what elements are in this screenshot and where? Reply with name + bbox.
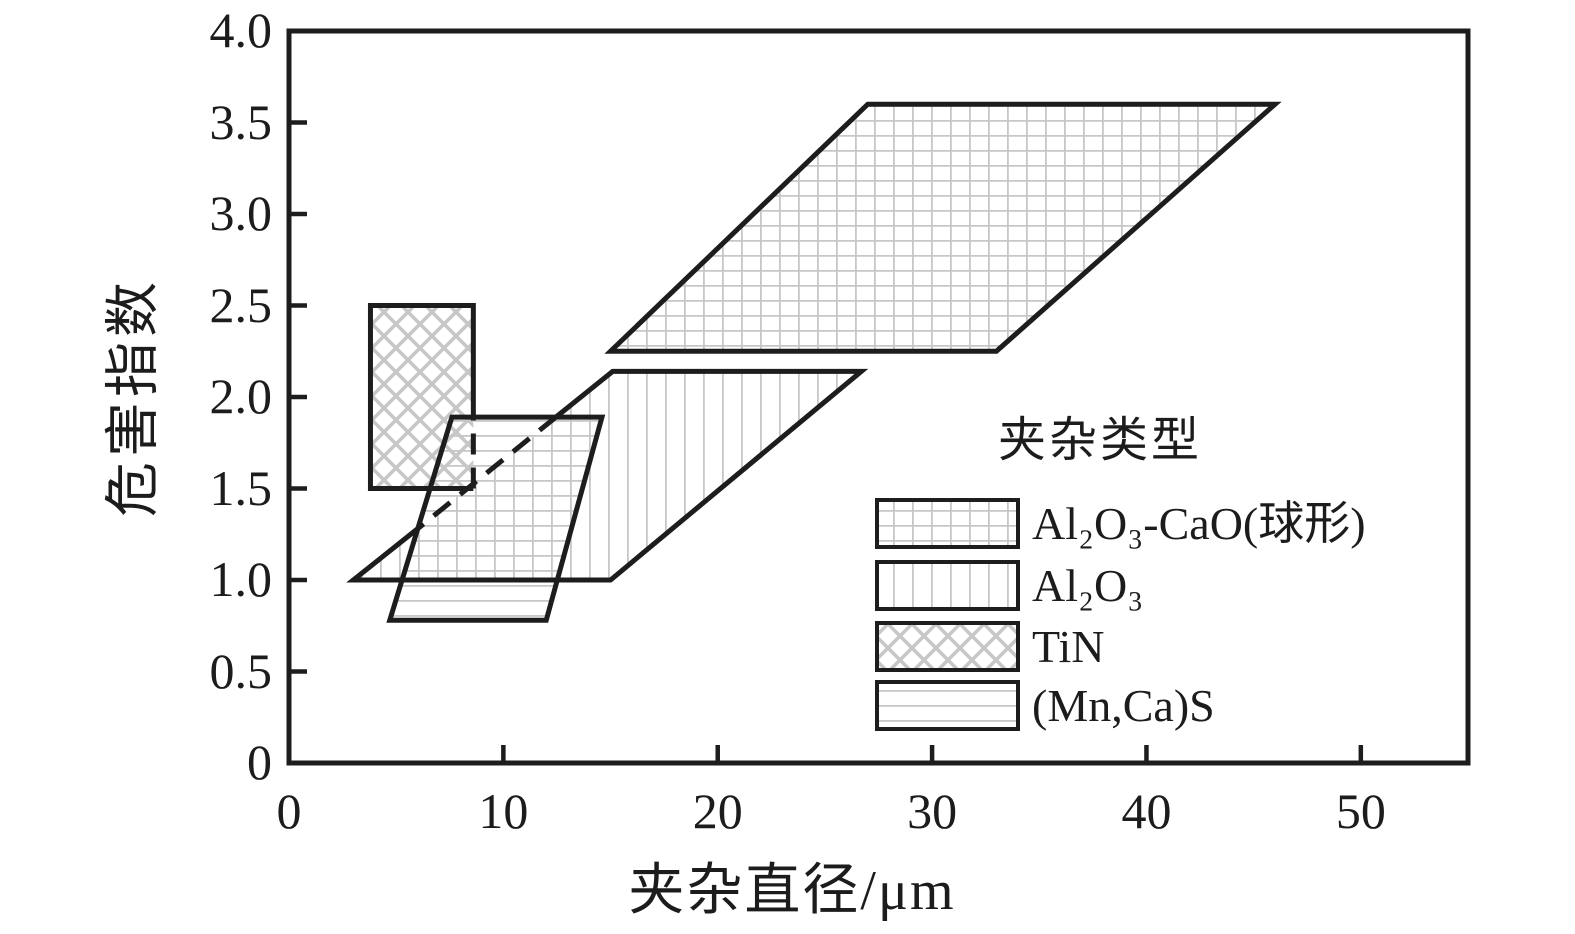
y-tick-label-2.0: 2.0 bbox=[209, 368, 273, 424]
y-tick-label-0.5: 0.5 bbox=[209, 642, 273, 699]
x-tick-label-10: 10 bbox=[478, 783, 529, 839]
y-tick-label-2.5: 2.5 bbox=[209, 276, 273, 333]
legend-swatch-al2o3-cao bbox=[875, 498, 1020, 549]
region-al2o3-cao-border-visible bbox=[604, 101, 1282, 354]
axes-frame-layer bbox=[286, 28, 1471, 766]
regions-layer bbox=[346, 101, 1282, 623]
y-tick-label-0: 0 bbox=[247, 734, 272, 790]
y-tick-label-4.0: 4.0 bbox=[209, 2, 273, 58]
y-tick-label-3.0: 3.0 bbox=[209, 185, 273, 241]
region-al2o3-border-visible bbox=[346, 368, 869, 583]
y-tick-label-1.0: 1.0 bbox=[209, 551, 273, 607]
legend-label-al2o3-cao: Al₂O₃-CaO(球形) bbox=[1032, 497, 1366, 549]
x-tick-label-40: 40 bbox=[1121, 783, 1172, 839]
region-mncas-fill bbox=[389, 417, 602, 621]
legend-title: 夹杂类型 bbox=[997, 414, 1203, 467]
x-tick-label-0: 0 bbox=[276, 783, 302, 839]
y-tick-label-3.5: 3.5 bbox=[209, 93, 273, 150]
legend-swatch-layer bbox=[875, 498, 1020, 731]
region-mncas-border-visible bbox=[386, 414, 606, 623]
region-al2o3-border-hidden bbox=[416, 415, 558, 531]
region-al2o3-cao-fill bbox=[610, 104, 1276, 352]
legend-swatch-al2o3 bbox=[875, 560, 1020, 611]
legend-label-mncas: (Mn,Ca)S bbox=[1032, 679, 1215, 731]
y-tick-label-1.5: 1.5 bbox=[209, 459, 273, 516]
legend-swatch-mncas bbox=[875, 680, 1020, 731]
x-axis-title: 夹杂直径/μm bbox=[628, 860, 956, 922]
legend-swatch-tin bbox=[875, 621, 1020, 672]
region-tin-border-visible bbox=[367, 303, 476, 491]
x-tick-label-30: 30 bbox=[907, 783, 958, 839]
legend-label-al2o3: Al₂O₃ bbox=[1032, 559, 1144, 611]
x-tick-label-50: 50 bbox=[1335, 783, 1386, 839]
legend-label-tin: TiN bbox=[1032, 620, 1105, 672]
x-tick-label-20: 20 bbox=[692, 783, 743, 839]
